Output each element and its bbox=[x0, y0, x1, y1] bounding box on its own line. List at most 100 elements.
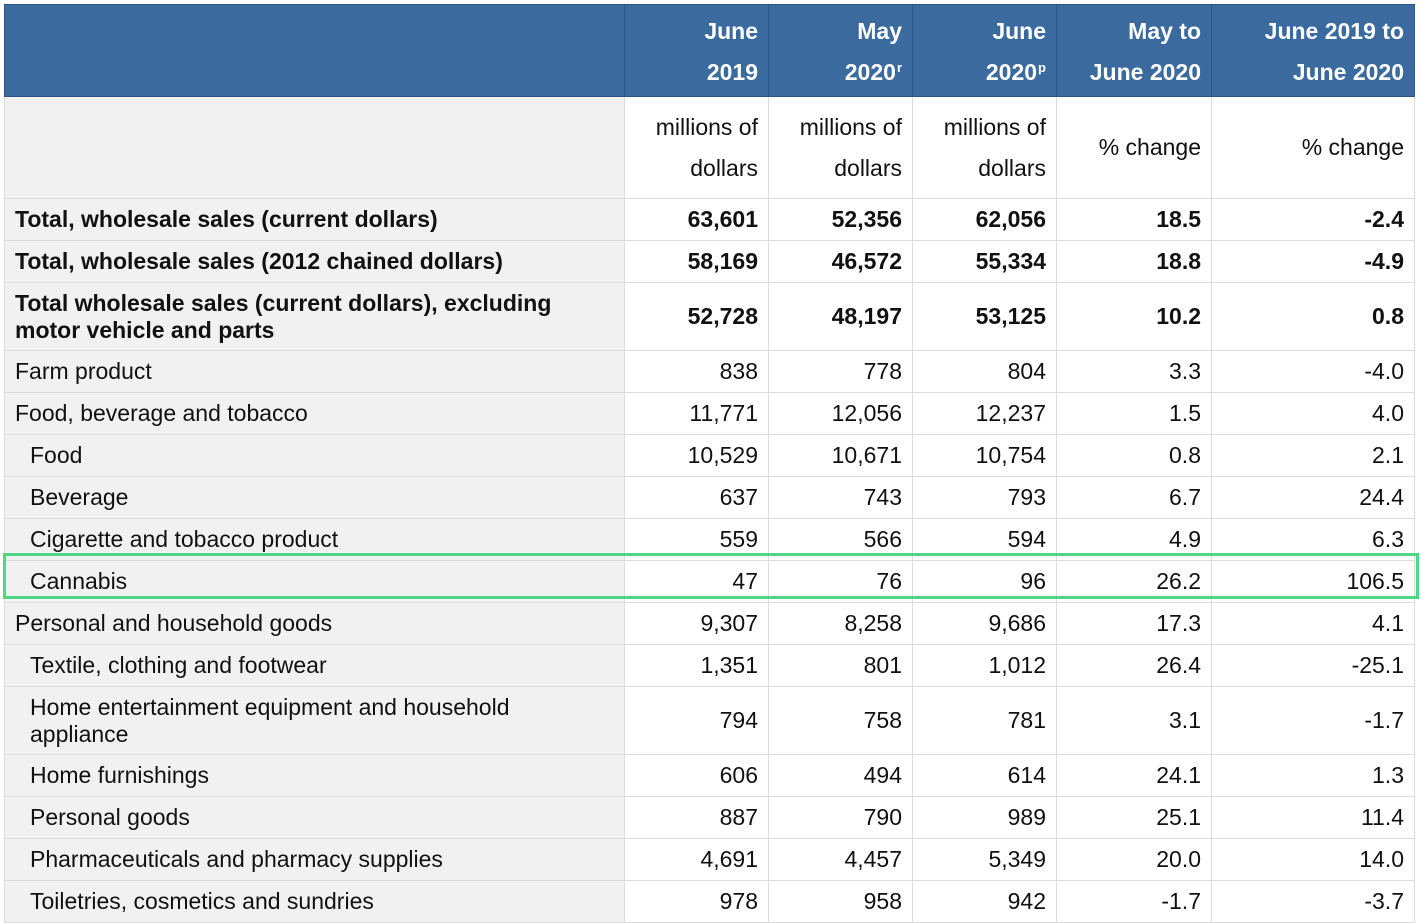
table-row-beverage: Beverage 637 743 793 6.7 24.4 bbox=[4, 476, 1415, 519]
header-line: 2020 bbox=[844, 59, 896, 85]
cell-june-2020: 5,349 bbox=[912, 838, 1057, 881]
row-label: Home entertainment equipment and househo… bbox=[4, 686, 625, 755]
cell-yearly-change: 4.1 bbox=[1211, 602, 1415, 645]
units-line: millions of bbox=[655, 113, 758, 140]
table-row-farm-product: Farm product 838 778 804 3.3 -4.0 bbox=[4, 350, 1415, 393]
cell-yearly-change: 14.0 bbox=[1211, 838, 1415, 881]
cell-may-2020: 12,056 bbox=[768, 392, 913, 435]
cell-may-2020: 10,671 bbox=[768, 434, 913, 477]
row-label: Toiletries, cosmetics and sundries bbox=[4, 880, 625, 923]
cell-june-2020: 793 bbox=[912, 476, 1057, 519]
cell-may-2020: 48,197 bbox=[768, 282, 913, 351]
cell-june-2019: 978 bbox=[624, 880, 769, 923]
cell-monthly-change: 20.0 bbox=[1056, 838, 1212, 881]
revised-mark: r bbox=[896, 60, 902, 75]
cell-monthly-change: 17.3 bbox=[1056, 602, 1212, 645]
cell-june-2019: 10,529 bbox=[624, 434, 769, 477]
header-line: June 2020 bbox=[1089, 59, 1201, 85]
cell-june-2019: 838 bbox=[624, 350, 769, 393]
units-cell: millions of dollars bbox=[624, 96, 769, 199]
units-cell: % change bbox=[1211, 96, 1415, 199]
table-row-food: Food 10,529 10,671 10,754 0.8 2.1 bbox=[4, 434, 1415, 477]
cell-may-2020: 758 bbox=[768, 686, 913, 755]
units-row: millions of dollars millions of dollars mi… bbox=[4, 96, 1415, 199]
row-label: Textile, clothing and footwear bbox=[4, 644, 625, 687]
cell-yearly-change: -4.9 bbox=[1211, 240, 1415, 283]
table-header: June 2019 May 2020r June 2020p May to June 2… bbox=[4, 4, 1415, 97]
cell-june-2020: 62,056 bbox=[912, 198, 1057, 241]
cell-may-2020: 46,572 bbox=[768, 240, 913, 283]
table-row-total-chained: Total, wholesale sales (2012 chained dol… bbox=[4, 240, 1415, 283]
cell-may-2020: 743 bbox=[768, 476, 913, 519]
cell-yearly-change: 24.4 bbox=[1211, 476, 1415, 519]
table-row-home-furnishings: Home furnishings 606 494 614 24.1 1.3 bbox=[4, 754, 1415, 797]
cell-may-2020: 4,457 bbox=[768, 838, 913, 881]
header-line: May bbox=[857, 18, 902, 44]
cell-may-2020: 958 bbox=[768, 880, 913, 923]
cell-june-2020: 53,125 bbox=[912, 282, 1057, 351]
cell-monthly-change: 26.4 bbox=[1056, 644, 1212, 687]
cell-june-2020: 804 bbox=[912, 350, 1057, 393]
row-label: Farm product bbox=[4, 350, 625, 393]
cell-june-2019: 794 bbox=[624, 686, 769, 755]
cell-yearly-change: -2.4 bbox=[1211, 198, 1415, 241]
cell-monthly-change: 26.2 bbox=[1056, 560, 1212, 603]
header-may-to-june: May to June 2020 bbox=[1056, 4, 1212, 97]
cell-june-2019: 52,728 bbox=[624, 282, 769, 351]
units-line: dollars bbox=[834, 154, 902, 181]
table-row-total-excluding-motor: Total wholesale sales (current dollars),… bbox=[4, 282, 1415, 351]
header-june-to-june: June 2019 to June 2020 bbox=[1211, 4, 1415, 97]
row-label: Beverage bbox=[4, 476, 625, 519]
units-cell: millions of dollars bbox=[768, 96, 913, 199]
header-may-2020: May 2020r bbox=[768, 4, 913, 97]
table-row-total-current: Total, wholesale sales (current dollars)… bbox=[4, 198, 1415, 241]
cell-june-2019: 637 bbox=[624, 476, 769, 519]
cell-monthly-change: 4.9 bbox=[1056, 518, 1212, 561]
cell-june-2020: 781 bbox=[912, 686, 1057, 755]
cell-monthly-change: 0.8 bbox=[1056, 434, 1212, 477]
row-label: Food, beverage and tobacco bbox=[4, 392, 625, 435]
table-row-home-entertainment: Home entertainment equipment and househo… bbox=[4, 686, 1415, 755]
cell-june-2019: 11,771 bbox=[624, 392, 769, 435]
table-row-food-beverage-tobacco: Food, beverage and tobacco 11,771 12,056… bbox=[4, 392, 1415, 435]
cell-may-2020: 76 bbox=[768, 560, 913, 603]
cell-may-2020: 52,356 bbox=[768, 198, 913, 241]
header-line: May to bbox=[1128, 18, 1201, 44]
cell-monthly-change: 6.7 bbox=[1056, 476, 1212, 519]
table-row-cannabis: Cannabis 47 76 96 26.2 106.5 bbox=[4, 560, 1415, 603]
header-line: 2020 bbox=[985, 59, 1038, 85]
units-cell: millions of dollars bbox=[912, 96, 1057, 199]
units-line: dollars bbox=[978, 154, 1046, 181]
cell-june-2020: 1,012 bbox=[912, 644, 1057, 687]
header-line: June 2020 bbox=[1292, 59, 1404, 85]
table-row-pharmaceuticals: Pharmaceuticals and pharmacy supplies 4,… bbox=[4, 838, 1415, 881]
cell-june-2020: 96 bbox=[912, 560, 1057, 603]
header-row: June 2019 May 2020r June 2020p May to June 2… bbox=[4, 4, 1415, 97]
cell-june-2020: 614 bbox=[912, 754, 1057, 797]
cell-yearly-change: 0.8 bbox=[1211, 282, 1415, 351]
cell-june-2020: 594 bbox=[912, 518, 1057, 561]
cell-may-2020: 778 bbox=[768, 350, 913, 393]
cell-june-2019: 4,691 bbox=[624, 838, 769, 881]
cell-may-2020: 790 bbox=[768, 796, 913, 839]
preliminary-mark: p bbox=[1038, 60, 1046, 75]
table-row-personal-household: Personal and household goods 9,307 8,258… bbox=[4, 602, 1415, 645]
cell-may-2020: 566 bbox=[768, 518, 913, 561]
cell-monthly-change: 10.2 bbox=[1056, 282, 1212, 351]
row-label: Pharmaceuticals and pharmacy supplies bbox=[4, 838, 625, 881]
cell-yearly-change: -4.0 bbox=[1211, 350, 1415, 393]
cell-monthly-change: -1.7 bbox=[1056, 880, 1212, 923]
row-label: Home furnishings bbox=[4, 754, 625, 797]
cell-june-2019: 63,601 bbox=[624, 198, 769, 241]
cell-june-2019: 887 bbox=[624, 796, 769, 839]
table-row-toiletries: Toiletries, cosmetics and sundries 978 9… bbox=[4, 880, 1415, 923]
cell-june-2019: 1,351 bbox=[624, 644, 769, 687]
cell-june-2020: 12,237 bbox=[912, 392, 1057, 435]
row-label: Total, wholesale sales (2012 chained dol… bbox=[4, 240, 625, 283]
wholesale-sales-table: June 2019 May 2020r June 2020p May to June 2… bbox=[4, 4, 1415, 923]
units-cell: % change bbox=[1056, 96, 1212, 199]
cell-monthly-change: 18.5 bbox=[1056, 198, 1212, 241]
row-label: Cigarette and tobacco product bbox=[4, 518, 625, 561]
table-row-textile: Textile, clothing and footwear 1,351 801… bbox=[4, 644, 1415, 687]
units-corner bbox=[4, 96, 625, 199]
